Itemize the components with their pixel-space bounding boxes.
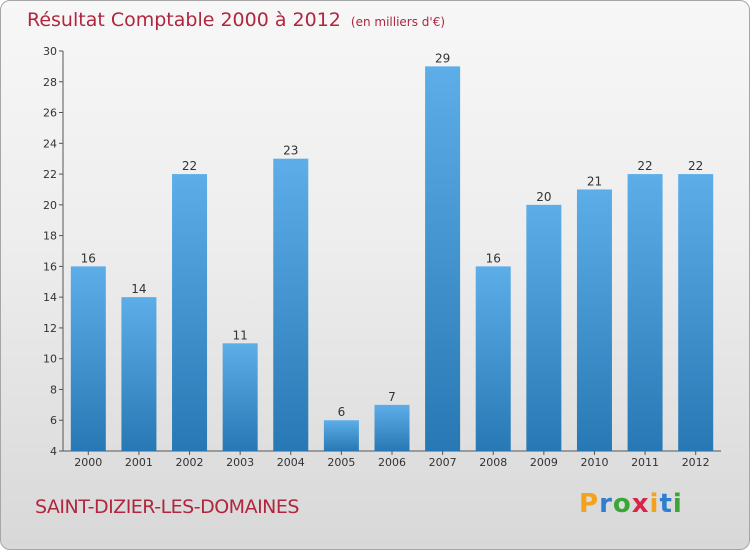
data-label: 14 (131, 282, 146, 296)
y-tick-label: 20 (43, 199, 57, 212)
y-tick-label: 12 (43, 322, 57, 335)
data-label: 7 (388, 390, 396, 404)
bar (627, 174, 663, 452)
data-label: 16 (81, 251, 96, 265)
logo-letter: t (659, 489, 673, 519)
logo-letter: P (579, 489, 600, 519)
bars (70, 66, 714, 452)
chart-subtitle: (en milliers d'€) (350, 15, 446, 29)
x-tick-label: 2009 (530, 456, 558, 469)
y-tick-label: 6 (50, 414, 57, 427)
y-tick-label: 22 (43, 168, 57, 181)
place-name: SAINT-DIZIER-LES-DOMAINES (35, 496, 299, 518)
y-tick-label: 16 (43, 260, 57, 273)
y-tick-label: 10 (43, 353, 57, 366)
x-tick-label: 2008 (479, 456, 507, 469)
data-label: 22 (688, 159, 703, 173)
x-tick-label: 2005 (327, 456, 355, 469)
data-label: 16 (486, 251, 501, 265)
bar (172, 174, 208, 452)
x-tick-label: 2001 (125, 456, 153, 469)
y-tick-label: 24 (43, 137, 57, 150)
bar (526, 204, 562, 451)
x-tick-label: 2006 (378, 456, 406, 469)
x-tick-label: 2011 (631, 456, 659, 469)
bar (222, 343, 258, 451)
x-tick-label: 2004 (277, 456, 305, 469)
logo-letter: i (649, 489, 660, 519)
x-tick-label: 2012 (682, 456, 710, 469)
logo-letter: o (612, 489, 632, 519)
data-label: 6 (338, 405, 346, 419)
bar (576, 189, 612, 451)
bar (374, 404, 410, 451)
x-tick-label: 2003 (226, 456, 254, 469)
bar (323, 420, 359, 451)
y-tick-label: 4 (50, 445, 57, 458)
chart-heading: Résultat Comptable 2000 à 2012 (en millie… (27, 9, 445, 31)
x-tick-label: 2002 (176, 456, 204, 469)
y-tick-label: 18 (43, 230, 57, 243)
bar (70, 266, 106, 451)
logo-letter: x (631, 489, 650, 519)
x-tick-label: 2010 (580, 456, 608, 469)
data-label: 22 (637, 159, 652, 173)
y-tick-label: 26 (43, 107, 57, 120)
proxiti-logo: Proxiti (579, 489, 683, 519)
y-tick-label: 14 (43, 291, 57, 304)
chart-title: Résultat Comptable 2000 à 2012 (27, 9, 341, 31)
data-labels: 16 14 22 11 23 6 7 29 16 20 21 22 22 (81, 51, 704, 419)
data-label: 22 (182, 159, 197, 173)
bar (475, 266, 511, 451)
x-tick-label: 2007 (429, 456, 457, 469)
bar (121, 297, 157, 451)
bar (678, 174, 714, 452)
data-label: 29 (435, 51, 450, 65)
logo-letter: r (599, 489, 613, 519)
y-tick-label: 30 (43, 45, 57, 58)
y-tick-label: 8 (50, 383, 57, 396)
data-label: 20 (536, 190, 551, 204)
y-tick-label: 28 (43, 76, 57, 89)
bar (273, 158, 309, 451)
data-label: 11 (233, 328, 248, 342)
data-label: 23 (283, 144, 298, 158)
bar (425, 66, 461, 451)
data-label: 21 (587, 174, 602, 188)
x-tick-label: 2000 (74, 456, 102, 469)
logo-letter: i (672, 489, 683, 519)
